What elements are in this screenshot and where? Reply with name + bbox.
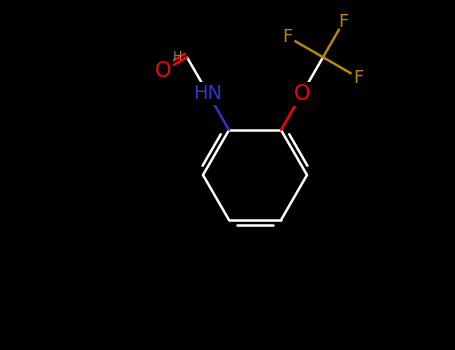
Text: O: O [155, 61, 171, 81]
Text: O: O [294, 84, 310, 104]
Text: F: F [354, 69, 364, 87]
Text: H: H [172, 49, 182, 63]
Text: F: F [283, 28, 293, 46]
Text: HN: HN [193, 84, 222, 103]
Text: F: F [339, 13, 349, 31]
